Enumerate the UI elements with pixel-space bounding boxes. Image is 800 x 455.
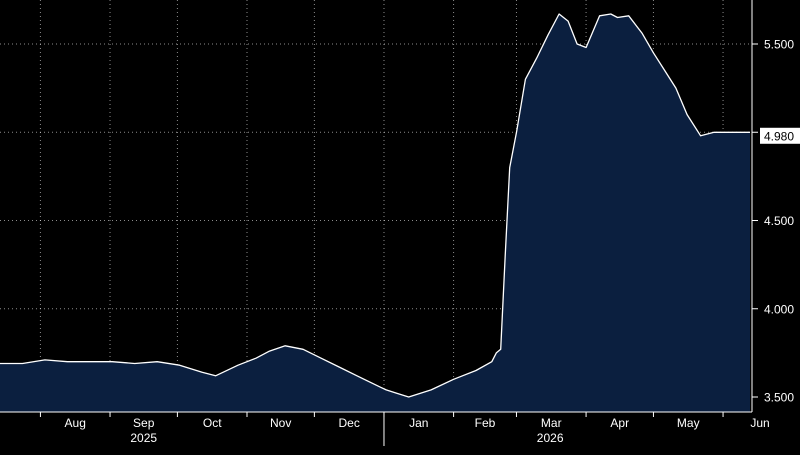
last-value-box	[760, 127, 800, 144]
x-tick-label-6: Feb	[475, 416, 496, 430]
x-tick-label-10: Jun	[750, 416, 769, 430]
x-tick-label-7: Mar	[541, 416, 562, 430]
y-tick-label-0: 3.500	[764, 391, 794, 405]
y-tick-label-1: 4.000	[764, 302, 794, 316]
axes	[0, 0, 758, 446]
x-tick-label-1: Sep	[133, 416, 155, 430]
x-tick-label-9: May	[677, 416, 700, 430]
series-area-fill	[0, 14, 750, 412]
year-label-0: 2025	[130, 431, 157, 445]
x-tick-label-3: Nov	[270, 416, 291, 430]
x-tick-label-5: Jan	[409, 416, 428, 430]
x-tick-label-0: Aug	[65, 416, 86, 430]
year-label-1: 2026	[537, 431, 564, 445]
x-tick-label-8: Apr	[610, 416, 629, 430]
area-series	[0, 13, 750, 412]
last-value-label: 4.980	[764, 129, 794, 143]
series-line	[0, 13, 750, 398]
x-tick-label-4: Dec	[339, 416, 360, 430]
y-tick-label-2: 4.500	[764, 214, 794, 228]
y-tick-label-4: 5.500	[764, 38, 794, 52]
x-tick-label-2: Oct	[203, 416, 222, 430]
axis-labels: 3.500 4.000 4.500 5.500 4.980 Aug Sep Oct Nov Dec…	[65, 38, 800, 445]
